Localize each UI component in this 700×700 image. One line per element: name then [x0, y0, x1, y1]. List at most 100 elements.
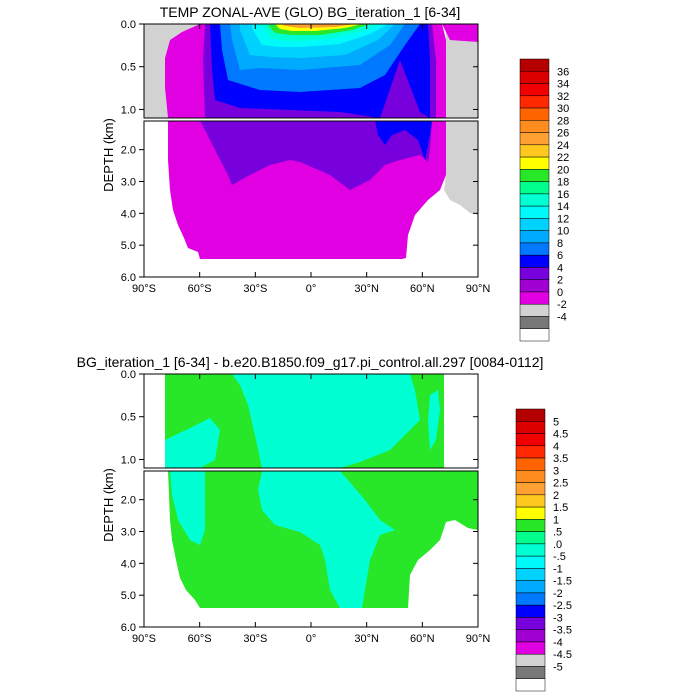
colorbar-swatch: [519, 205, 550, 219]
y-upper-tick-label: 0.0: [121, 369, 136, 381]
colorbar-label: 4: [553, 441, 559, 453]
colorbar-swatch: [519, 181, 550, 195]
panel-2-green-lower: [168, 471, 446, 608]
colorbar-swatch: [515, 592, 546, 606]
colorbar-swatch: [515, 678, 546, 692]
x-tick-label: 30°S: [243, 283, 267, 295]
x-tick-label: 90°N: [466, 633, 491, 645]
colorbar-swatch: [519, 230, 550, 244]
panel-2-cyan-upper-main: [232, 374, 420, 468]
colorbar-swatch: [515, 519, 546, 532]
colorbar-label: -3.5: [553, 625, 572, 637]
colorbar-swatch: [519, 132, 550, 146]
colorbar-label: -4: [557, 311, 567, 323]
colorbar-label: -2: [557, 299, 567, 311]
colorbar-label: -4: [553, 637, 563, 649]
colorbar-swatch: [515, 457, 546, 471]
panel-2-xticks: 90°S 60°S 30°S 0° 30°N 60°N 90°N: [132, 374, 490, 645]
panel-1-yticks: 0.0 0.5 1.0 2.0 3.0 4.0 5.0 6.0: [121, 19, 478, 284]
colorbar-label: 16: [557, 189, 569, 201]
colorbar-label: 2: [553, 490, 559, 502]
y-lower-tick-label: 5.0: [121, 240, 136, 252]
colorbar-swatch: [515, 580, 546, 594]
x-tick-label: 0°: [306, 283, 317, 295]
colorbar-swatch: [515, 653, 546, 667]
panel-1-axes: DEPTH (km) 0.0 0.5 1.0 2.0 3.0 4.0 5.0 6.0 90°S…: [101, 19, 490, 295]
y-upper-tick-label: 0.5: [121, 62, 136, 74]
colorbar-label: .5: [553, 527, 562, 539]
x-tick-label: 30°N: [354, 283, 379, 295]
colorbar-label: 6: [557, 250, 563, 262]
y-upper-tick-label: 1.0: [121, 454, 136, 466]
colorbar-label: 18: [557, 177, 569, 189]
colorbar-label: -.5: [553, 551, 566, 563]
colorbar-swatch: [519, 328, 550, 342]
colorbar-swatch: [515, 421, 546, 434]
colorbar-label: 0: [557, 287, 563, 299]
colorbar-swatch: [519, 303, 550, 317]
y-upper-tick-label: 0.5: [121, 412, 136, 424]
colorbar-swatch: [519, 218, 550, 231]
colorbar-label: 3.5: [553, 453, 568, 465]
colorbar-swatch: [519, 95, 550, 109]
y-upper-tick-label: 1.0: [121, 104, 136, 116]
colorbar-label: 36: [557, 66, 569, 78]
colorbar-swatch: [515, 531, 546, 545]
panel-1-title: TEMP ZONAL-AVE (GLO) BG_iteration_1 [6-3…: [160, 4, 461, 20]
colorbar-swatch: [515, 617, 546, 630]
colorbar-swatch: [519, 169, 550, 182]
colorbar-swatch: [519, 58, 550, 72]
colorbar-swatch: [515, 408, 546, 422]
colorbar-swatch: [519, 120, 550, 133]
colorbar-swatch: [515, 641, 546, 655]
colorbar-label: 26: [557, 128, 569, 140]
colorbar-label: 4.5: [553, 429, 568, 441]
colorbar-swatch: [515, 555, 546, 569]
colorbar-swatch: [519, 242, 550, 256]
colorbar-swatch: [515, 470, 546, 483]
colorbar-swatch: [519, 107, 550, 121]
x-tick-label: 0°: [306, 633, 317, 645]
colorbar-label: 2: [557, 275, 563, 287]
x-tick-label: 60°S: [188, 283, 212, 295]
panel-1-xticks: 90°S 60°S 30°S 0° 30°N 60°N 90°N: [132, 24, 490, 295]
colorbar-swatch: [519, 83, 550, 97]
x-tick-label: 60°N: [410, 283, 435, 295]
colorbar-label: 2.5: [553, 478, 568, 490]
x-tick-label: 60°N: [410, 633, 435, 645]
colorbar-swatch: [519, 279, 550, 293]
colorbar-swatch: [519, 291, 550, 305]
colorbar-swatch: [519, 71, 550, 84]
colorbar-swatch: [519, 144, 550, 158]
panel-2-colorbar: 54.543.532.521.51.5.0-.5-1-1.5-2-2.5-3-3…: [515, 408, 572, 692]
panel-2-ylabel: DEPTH (km): [101, 468, 116, 542]
colorbar-label: 32: [557, 91, 569, 103]
panel-1-magenta-north: [442, 24, 478, 42]
colorbar-swatch: [515, 445, 546, 459]
panel-2-yticks: 0.0 0.5 1.0 2.0 3.0 4.0 5.0 6.0: [121, 369, 478, 634]
colorbar-swatch: [515, 506, 546, 520]
colorbar-swatch: [515, 604, 546, 618]
panel-2-cyan-lower-main: [258, 471, 395, 608]
colorbar-swatch: [519, 316, 550, 329]
panel-2-lower-plot: [144, 471, 478, 627]
colorbar-swatch: [515, 666, 546, 679]
colorbar-label: -4.5: [553, 649, 572, 661]
panel-1-lower-plot: [144, 121, 478, 277]
y-lower-tick-label: 2.0: [121, 145, 136, 157]
y-lower-tick-label: 3.0: [121, 526, 136, 538]
colorbar-label: 3: [553, 465, 559, 477]
panel-2-cyan-upper-north: [428, 390, 440, 450]
colorbar-swatch: [519, 193, 550, 207]
y-lower-tick-label: 4.0: [121, 558, 136, 570]
colorbar-label: -2: [553, 588, 563, 600]
panel-1-land-south: [144, 24, 200, 118]
panel-2-cyan-upper-south: [165, 418, 220, 468]
y-lower-tick-label: 6.0: [121, 272, 136, 284]
panel-2-axes: DEPTH (km) 0.0 0.5 1.0 2.0 3.0 4.0 5.0 6.0 90°S…: [101, 369, 490, 645]
panel-1-ylabel: DEPTH (km): [101, 118, 116, 192]
colorbar-label: 12: [557, 213, 569, 225]
colorbar-label: -1: [553, 563, 563, 575]
colorbar-label: 20: [557, 164, 569, 176]
